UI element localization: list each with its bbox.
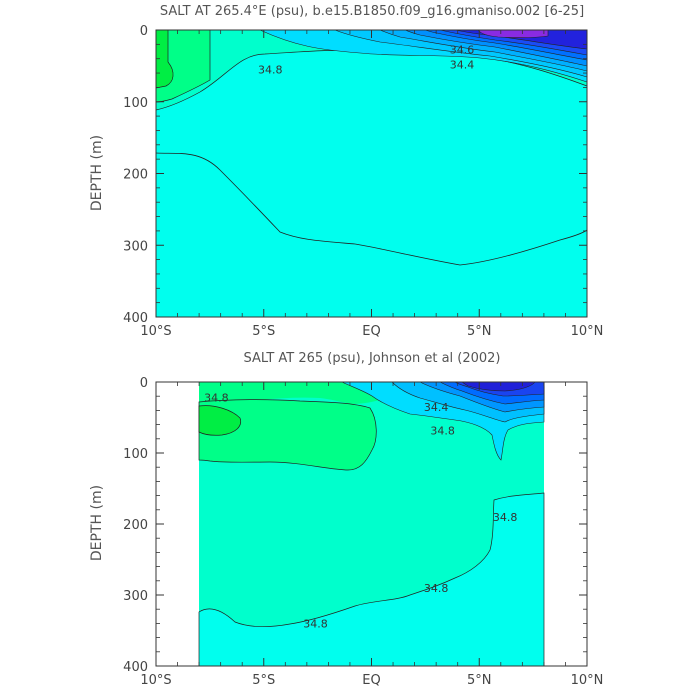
top-panel-title: SALT AT 265.4°E (psu), b.e15.B1850.f09_g… xyxy=(160,4,584,19)
top-contour-label: 34.6 xyxy=(450,43,475,56)
bottom-contour-labels: 34.8 34.4 34.8 34.8 34.8 34.8 xyxy=(204,392,517,631)
top-fresh-band-8 xyxy=(477,29,549,38)
bottom-y-tick-label: 300 xyxy=(123,589,148,604)
bottom-contour-label: 34.8 xyxy=(493,511,518,524)
bottom-contour-field xyxy=(198,381,545,667)
top-contour-line-deep xyxy=(155,152,588,266)
bottom-y-axis-label: DEPTH (m) xyxy=(89,485,105,561)
top-x-tick-label: 10°S xyxy=(140,324,171,339)
top-y-tick-label: 100 xyxy=(123,96,148,111)
bottom-fill-lower xyxy=(198,492,545,667)
top-y-tick-label: 300 xyxy=(123,239,148,254)
bottom-fill-high xyxy=(198,399,377,471)
top-contour-field xyxy=(155,29,588,317)
bottom-x-tick-label: 10°N xyxy=(571,673,604,688)
bottom-x-tick-label: 10°S xyxy=(140,673,171,688)
bottom-panel-title: SALT AT 265 (psu), Johnson et al (2002) xyxy=(243,351,500,366)
top-y-tick-label: 0 xyxy=(140,24,148,39)
top-x-tick-label: 10°N xyxy=(571,324,604,339)
bottom-axes: 10°S 5°S EQ 5°N 10°N 0 100 200 300 400 xyxy=(123,376,603,688)
bottom-y-tick-label: 0 xyxy=(140,376,148,391)
bottom-contour-label: 34.4 xyxy=(424,401,449,414)
top-fill-deep xyxy=(156,30,587,317)
bottom-x-tick-label: 5°S xyxy=(252,673,275,688)
bottom-x-tick-label: 5°N xyxy=(467,673,492,688)
top-x-tick-label: EQ xyxy=(362,324,380,339)
bottom-y-tick-label: 200 xyxy=(123,518,148,533)
bottom-y-tick-label: 400 xyxy=(123,660,148,675)
bottom-x-tick-label: EQ xyxy=(362,673,380,688)
bottom-contour-label: 34.8 xyxy=(204,392,229,405)
top-y-axis-label: DEPTH (m) xyxy=(89,135,105,211)
top-y-tick-label: 200 xyxy=(123,168,148,183)
bottom-fresh-band-6 xyxy=(461,381,536,392)
top-y-tick-label: 400 xyxy=(123,311,148,326)
top-contour-label: 34.8 xyxy=(258,63,283,76)
top-contour-label: 34.4 xyxy=(450,58,475,71)
bottom-contour-label: 34.8 xyxy=(303,617,328,630)
bottom-contour-label: 34.8 xyxy=(424,582,449,595)
top-x-tick-label: 5°S xyxy=(252,324,275,339)
bottom-panel: SALT AT 265 (psu), Johnson et al (2002) … xyxy=(89,351,603,688)
bottom-fill-max xyxy=(198,405,242,436)
top-axes: 10°S 5°S EQ 5°N 10°N 0 100 200 300 400 xyxy=(123,24,603,339)
bottom-contour-label: 34.8 xyxy=(430,424,455,437)
top-panel: SALT AT 265.4°E (psu), b.e15.B1850.f09_g… xyxy=(89,4,603,339)
top-contour-labels: 34.8 34.6 34.4 xyxy=(258,43,474,76)
top-x-tick-label: 5°N xyxy=(467,324,492,339)
bottom-y-tick-label: 100 xyxy=(123,447,148,462)
top-fill-max xyxy=(155,29,174,89)
